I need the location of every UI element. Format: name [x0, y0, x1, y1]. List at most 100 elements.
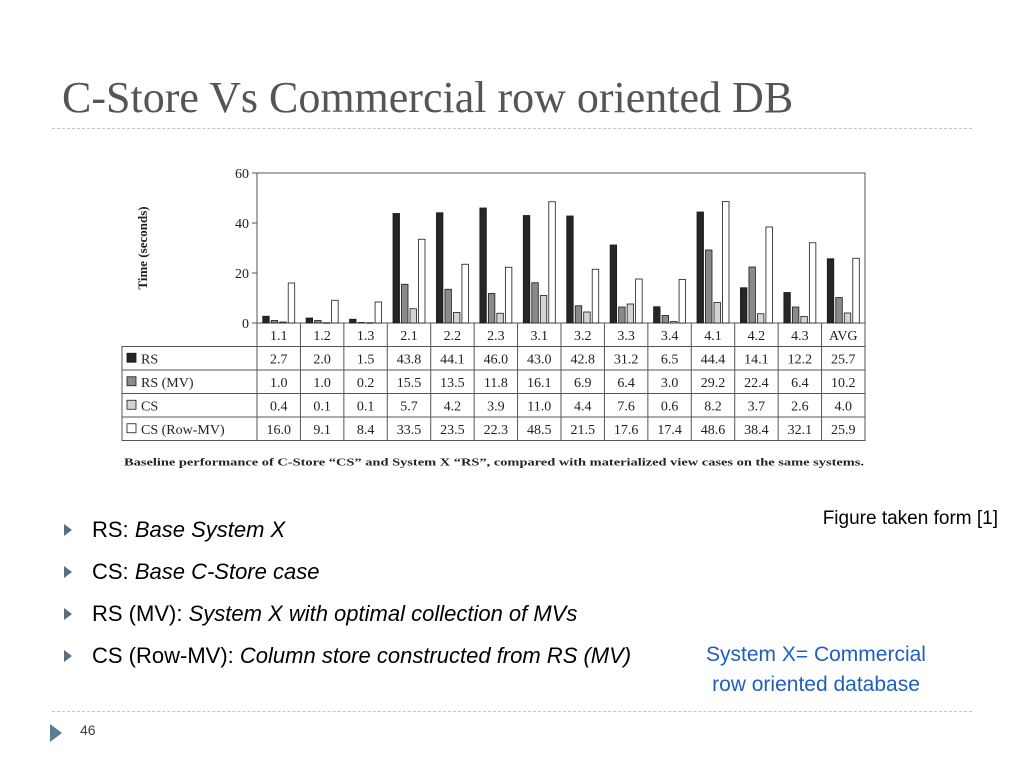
legend-swatch	[126, 376, 137, 387]
table-cell-value: 29.2	[701, 376, 726, 391]
table-cell-value: 13.5	[440, 376, 465, 391]
y-tick-label: 20	[235, 267, 249, 282]
table-cell-value: 8.4	[357, 423, 375, 438]
table-cell-value: 4.0	[835, 399, 853, 414]
bar-rs-mv	[401, 283, 409, 324]
table-cell-value: 11.0	[527, 399, 551, 414]
legend-label: RS (MV)	[141, 376, 194, 391]
legend-swatch	[126, 399, 137, 410]
table-cell-value: 6.4	[617, 376, 635, 391]
bar-cs	[409, 308, 417, 324]
table-cell-value: 44.1	[440, 352, 465, 367]
bar-cs-row-mv	[331, 299, 339, 324]
plot-frame	[256, 172, 866, 324]
bar-rs-mv	[531, 282, 539, 324]
bar-rs-mv	[444, 288, 452, 324]
bullet-description: Base System X	[134, 517, 286, 542]
table-cell-value: 0.6	[661, 399, 679, 414]
table-cell-value: 6.9	[574, 376, 592, 391]
footer-divider	[52, 711, 972, 712]
table-cell-value: 11.8	[484, 376, 508, 391]
bar-cs	[843, 312, 852, 324]
bar-cs	[539, 295, 548, 324]
table-cell-value: 1.0	[313, 376, 331, 391]
table-cell-value: 4.2	[444, 399, 462, 414]
table-cell-value: 9.1	[313, 423, 331, 438]
table-cell-value: 0.1	[357, 399, 375, 414]
bar-cs-row-mv	[548, 201, 556, 324]
table-cell-value: 33.5	[397, 423, 422, 438]
table-cell-value: 3.0	[661, 376, 679, 391]
bullet-item-rs: RS: Base System X	[62, 514, 631, 556]
table-cell-value: 31.2	[614, 352, 639, 367]
bar-rs	[522, 215, 531, 324]
x-tick-label: 1.3	[357, 329, 375, 344]
table-cell-value: 16.1	[527, 376, 552, 391]
chart-caption: Baseline performance of C-Store “CS” and…	[124, 457, 864, 469]
y-tick-label: 60	[235, 167, 249, 182]
table-cell-value: 4.4	[574, 399, 592, 414]
x-tick-label: 2.1	[400, 329, 418, 344]
bullet-term: RS (MV):	[92, 601, 183, 626]
bar-cs-row-mv	[287, 282, 296, 324]
table-cell-value: 8.2	[704, 399, 722, 414]
bar-cs	[800, 316, 808, 324]
bar-cs-row-mv	[461, 263, 469, 324]
bullet-description: Base C-Store case	[134, 559, 320, 584]
x-tick-label: 1.1	[270, 329, 288, 344]
bar-cs	[670, 321, 678, 324]
table-cell-value: 15.5	[397, 376, 422, 391]
note-line: System X= Commercial	[706, 643, 926, 666]
bar-cs-row-mv	[852, 257, 860, 324]
bar-rs	[479, 207, 487, 324]
bar-cs	[496, 312, 504, 324]
table-cell-value: 17.4	[657, 423, 682, 438]
bar-cs-row-mv	[591, 268, 600, 324]
legend-swatch	[126, 352, 137, 363]
bullet-arrow-icon	[64, 566, 72, 578]
table-cell-value: 2.6	[791, 399, 809, 414]
table-cell-value: 2.0	[313, 352, 331, 367]
table-cell-value: 7.6	[617, 399, 635, 414]
bar-cs-row-mv	[418, 238, 426, 324]
x-tick-label: 3.3	[617, 329, 635, 344]
table-cell-value: 23.5	[440, 423, 465, 438]
table-cell-value: 22.3	[484, 423, 509, 438]
table-cell-value: 2.7	[270, 352, 288, 367]
table-cell-value: 43.0	[527, 352, 552, 367]
table-cell-value: 3.9	[487, 399, 505, 414]
bar-cs	[322, 322, 331, 324]
table-cell-value: 17.6	[614, 423, 639, 438]
page-number: 46	[80, 722, 96, 738]
table-cell-value: 0.4	[270, 399, 288, 414]
bar-cs	[713, 302, 721, 324]
system-x-note: System X= Commercial row oriented databa…	[706, 640, 926, 700]
table-cell-value: 42.8	[570, 352, 595, 367]
figure-credit: Figure taken form [1]	[822, 508, 998, 529]
table-cell-value: 3.7	[748, 399, 766, 414]
table-cell-value: 5.7	[400, 399, 418, 414]
bar-cs-row-mv	[765, 226, 773, 324]
table-cell-value: 0.2	[357, 376, 375, 391]
table-cell-value: 1.0	[270, 376, 288, 391]
table-cell-value: 12.2	[788, 352, 813, 367]
bullet-term: CS (Row-MV):	[92, 643, 234, 668]
table-cell-value: 6.5	[661, 352, 679, 367]
bar-rs-mv	[705, 249, 713, 324]
bar-cs-row-mv	[635, 278, 643, 324]
bar-rs	[653, 306, 661, 324]
bar-rs-mv	[661, 315, 669, 324]
bullet-term: CS:	[92, 559, 129, 584]
legend-swatch	[126, 423, 137, 434]
bullet-arrow-icon	[64, 524, 72, 536]
bullet-item-cs-row-mv: CS (Row-MV): Column store constructed fr…	[62, 640, 631, 682]
bar-rs-mv	[357, 322, 365, 324]
slide-title: C-Store Vs Commercial row oriented DB	[62, 73, 794, 122]
benchmark-chart: 0 20 40 60 Time (seconds) 1.1 1.2 1.3 2.1 2.2 2.3 3…	[121, 167, 866, 469]
bar-rs-mv	[487, 293, 496, 324]
table-cell-value: 6.4	[791, 376, 809, 391]
bullet-item-rs-mv: RS (MV): System X with optimal collectio…	[62, 598, 631, 640]
bar-cs	[453, 312, 461, 324]
bullet-description: System X with optimal collection of MVs	[188, 601, 578, 626]
bar-rs	[696, 211, 704, 324]
